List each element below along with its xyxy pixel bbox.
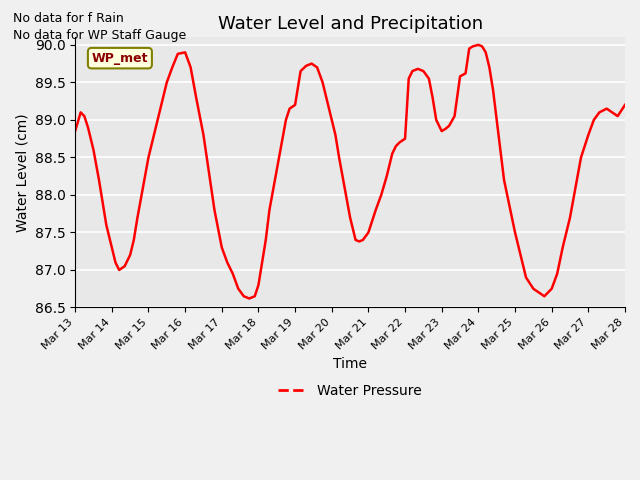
Text: WP_met: WP_met (92, 52, 148, 65)
Title: Water Level and Precipitation: Water Level and Precipitation (218, 15, 483, 33)
Text: No data for f Rain: No data for f Rain (13, 12, 124, 25)
Y-axis label: Water Level (cm): Water Level (cm) (15, 113, 29, 232)
Legend: Water Pressure: Water Pressure (273, 378, 428, 403)
Text: No data for WP Staff Gauge: No data for WP Staff Gauge (13, 29, 186, 42)
X-axis label: Time: Time (333, 357, 367, 372)
